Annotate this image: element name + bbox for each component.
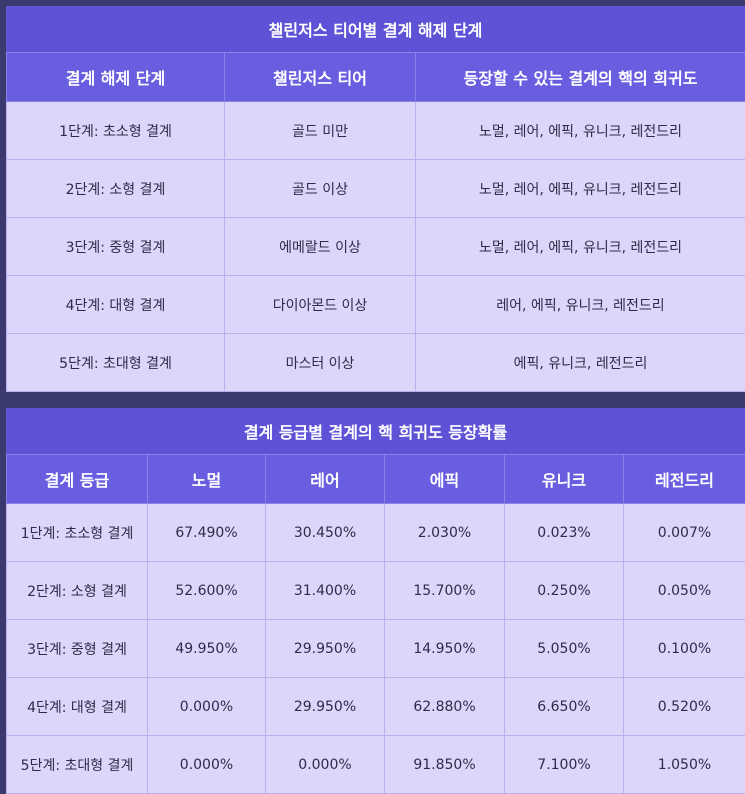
cell-rarity: 레어, 에픽, 유니크, 레전드리 (416, 276, 745, 334)
header-legendary: 레전드리 (624, 455, 745, 504)
cell-grade: 4단계: 대형 결계 (7, 678, 148, 736)
table-row: 3단계: 중형 결계 49.950% 29.950% 14.950% 5.050… (7, 620, 745, 678)
cell-unique: 0.023% (505, 504, 624, 562)
cell-epic: 15.700% (385, 562, 505, 620)
cell-rare: 29.950% (266, 678, 385, 736)
cell-grade: 5단계: 초대형 결계 (7, 736, 148, 794)
cell-stage: 2단계: 소형 결계 (7, 160, 225, 218)
rarity-probability-table: 결계 등급 노멀 레어 에픽 유니크 레전드리 1단계: 초소형 결계 67.4… (6, 454, 745, 794)
header-epic: 에픽 (385, 455, 505, 504)
cell-legendary: 0.520% (624, 678, 745, 736)
tier-unlock-table-title: 챌린저스 티어별 결계 해제 단계 (6, 6, 745, 52)
table-row: 1단계: 초소형 결계 67.490% 30.450% 2.030% 0.023… (7, 504, 745, 562)
cell-tier: 골드 미만 (225, 102, 416, 160)
table-header-row: 결계 등급 노멀 레어 에픽 유니크 레전드리 (7, 455, 745, 504)
table-row: 2단계: 소형 결계 52.600% 31.400% 15.700% 0.250… (7, 562, 745, 620)
rarity-probability-table-title: 결계 등급별 결계의 핵 희귀도 등장확률 (6, 408, 745, 454)
cell-rare: 31.400% (266, 562, 385, 620)
cell-rare: 0.000% (266, 736, 385, 794)
rarity-probability-table-panel: 결계 등급별 결계의 핵 희귀도 등장확률 결계 등급 노멀 레어 에픽 유니크… (6, 408, 745, 794)
table-header-row: 결계 해제 단계 챌린저스 티어 등장할 수 있는 결계의 핵의 희귀도 (7, 53, 745, 102)
cell-stage: 5단계: 초대형 결계 (7, 334, 225, 392)
cell-normal: 0.000% (148, 736, 266, 794)
table-row: 4단계: 대형 결계 다이아몬드 이상 레어, 에픽, 유니크, 레전드리 (7, 276, 745, 334)
cell-grade: 3단계: 중형 결계 (7, 620, 148, 678)
table-row: 4단계: 대형 결계 0.000% 29.950% 62.880% 6.650%… (7, 678, 745, 736)
cell-epic: 14.950% (385, 620, 505, 678)
cell-normal: 67.490% (148, 504, 266, 562)
tier-unlock-table: 결계 해제 단계 챌린저스 티어 등장할 수 있는 결계의 핵의 희귀도 1단계… (6, 52, 745, 392)
cell-legendary: 0.100% (624, 620, 745, 678)
cell-stage: 3단계: 중형 결계 (7, 218, 225, 276)
cell-rare: 29.950% (266, 620, 385, 678)
table-row: 2단계: 소형 결계 골드 이상 노멀, 레어, 에픽, 유니크, 레전드리 (7, 160, 745, 218)
cell-grade: 1단계: 초소형 결계 (7, 504, 148, 562)
cell-unique: 0.250% (505, 562, 624, 620)
header-rare: 레어 (266, 455, 385, 504)
cell-stage: 4단계: 대형 결계 (7, 276, 225, 334)
cell-tier: 골드 이상 (225, 160, 416, 218)
cell-normal: 0.000% (148, 678, 266, 736)
cell-normal: 49.950% (148, 620, 266, 678)
cell-epic: 91.850% (385, 736, 505, 794)
cell-epic: 2.030% (385, 504, 505, 562)
cell-tier: 에메랄드 이상 (225, 218, 416, 276)
header-normal: 노멀 (148, 455, 266, 504)
cell-rare: 30.450% (266, 504, 385, 562)
table-row: 3단계: 중형 결계 에메랄드 이상 노멀, 레어, 에픽, 유니크, 레전드리 (7, 218, 745, 276)
cell-tier: 마스터 이상 (225, 334, 416, 392)
header-grade: 결계 등급 (7, 455, 148, 504)
table-row: 1단계: 초소형 결계 골드 미만 노멀, 레어, 에픽, 유니크, 레전드리 (7, 102, 745, 160)
cell-rarity: 노멀, 레어, 에픽, 유니크, 레전드리 (416, 218, 745, 276)
cell-grade: 2단계: 소형 결계 (7, 562, 148, 620)
cell-normal: 52.600% (148, 562, 266, 620)
header-challengers-tier: 챌린저스 티어 (225, 53, 416, 102)
cell-legendary: 1.050% (624, 736, 745, 794)
cell-tier: 다이아몬드 이상 (225, 276, 416, 334)
tier-unlock-table-panel: 챌린저스 티어별 결계 해제 단계 결계 해제 단계 챌린저스 티어 등장할 수… (6, 6, 745, 392)
cell-unique: 6.650% (505, 678, 624, 736)
cell-legendary: 0.007% (624, 504, 745, 562)
cell-unique: 7.100% (505, 736, 624, 794)
cell-legendary: 0.050% (624, 562, 745, 620)
table-row: 5단계: 초대형 결계 마스터 이상 에픽, 유니크, 레전드리 (7, 334, 745, 392)
cell-rarity: 에픽, 유니크, 레전드리 (416, 334, 745, 392)
table-row: 5단계: 초대형 결계 0.000% 0.000% 91.850% 7.100%… (7, 736, 745, 794)
header-core-rarity: 등장할 수 있는 결계의 핵의 희귀도 (416, 53, 745, 102)
header-unique: 유니크 (505, 455, 624, 504)
cell-epic: 62.880% (385, 678, 505, 736)
cell-stage: 1단계: 초소형 결계 (7, 102, 225, 160)
cell-rarity: 노멀, 레어, 에픽, 유니크, 레전드리 (416, 160, 745, 218)
header-unlock-stage: 결계 해제 단계 (7, 53, 225, 102)
cell-unique: 5.050% (505, 620, 624, 678)
cell-rarity: 노멀, 레어, 에픽, 유니크, 레전드리 (416, 102, 745, 160)
